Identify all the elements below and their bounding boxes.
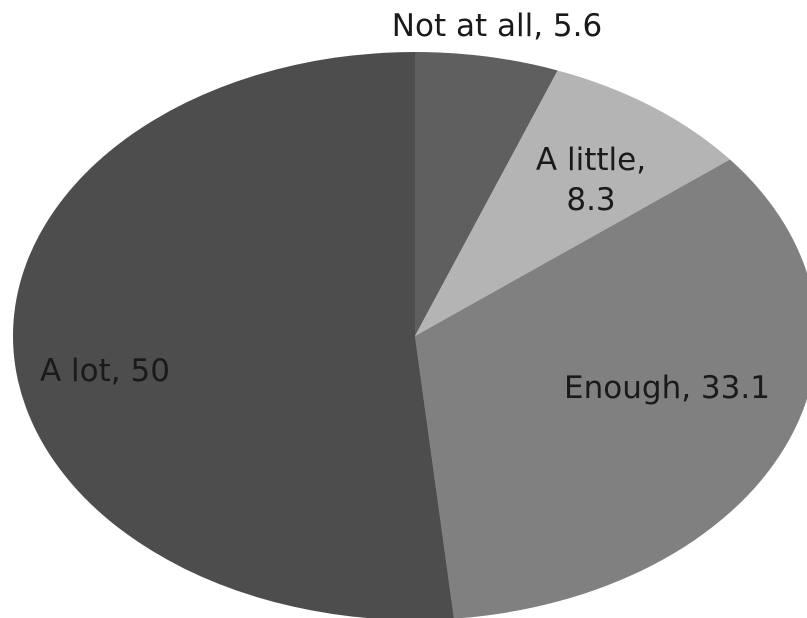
pie-slices bbox=[13, 52, 807, 618]
pie-labels: Not at all, 5.6 A little, 8.3 Enough, 33.1 A… bbox=[40, 8, 770, 406]
pie-label-a-little: A little, 8.3 bbox=[536, 142, 646, 218]
pie-label-a-lot: A lot, 50 bbox=[40, 353, 170, 389]
pie-slice-a-lot bbox=[13, 52, 454, 618]
pie-label-not-at-all: Not at all, 5.6 bbox=[392, 8, 602, 44]
pie-slice-enough bbox=[415, 159, 807, 618]
pie-slice-not-at-all bbox=[415, 52, 558, 336]
pie-label-enough: Enough, 33.1 bbox=[564, 370, 770, 406]
pie-slice-a-little bbox=[415, 70, 730, 336]
